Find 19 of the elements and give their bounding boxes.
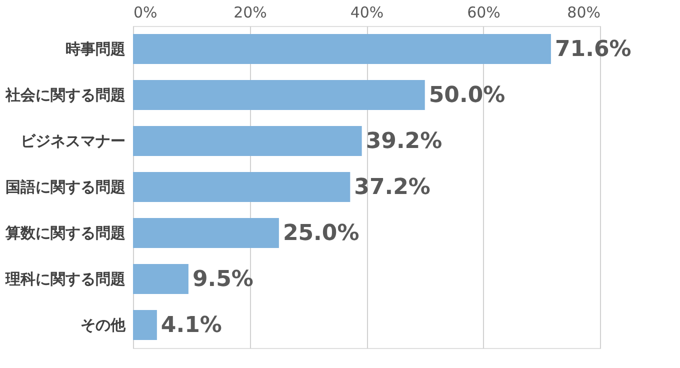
data-label: 9.5%	[192, 267, 254, 292]
x-tick-label: 0%	[134, 4, 158, 22]
x-tick-label: 60%	[467, 4, 500, 22]
x-tick-label: 40%	[350, 4, 384, 22]
x-tick-label: 20%	[234, 4, 267, 22]
y-tick-label: 社会に関する問題	[4, 86, 126, 104]
data-label: 71.6%	[554, 37, 632, 62]
data-label: 37.2%	[354, 175, 430, 200]
y-tick-label: 時事問題	[66, 40, 126, 58]
x-tick-label: 80%	[567, 4, 600, 22]
y-tick-label: 国語に関する問題	[6, 178, 126, 196]
data-label: 39.2%	[366, 129, 442, 154]
data-label: 50.0%	[428, 83, 506, 108]
y-tick-label: その他	[80, 316, 126, 334]
data-label: 4.1%	[160, 313, 222, 338]
data-label: 25.0%	[282, 221, 360, 246]
y-tick-label: ビジネスマナー	[20, 132, 126, 150]
y-tick-label: 算数に関する問題	[4, 224, 126, 242]
y-tick-label: 理科に関する問題	[4, 270, 126, 288]
